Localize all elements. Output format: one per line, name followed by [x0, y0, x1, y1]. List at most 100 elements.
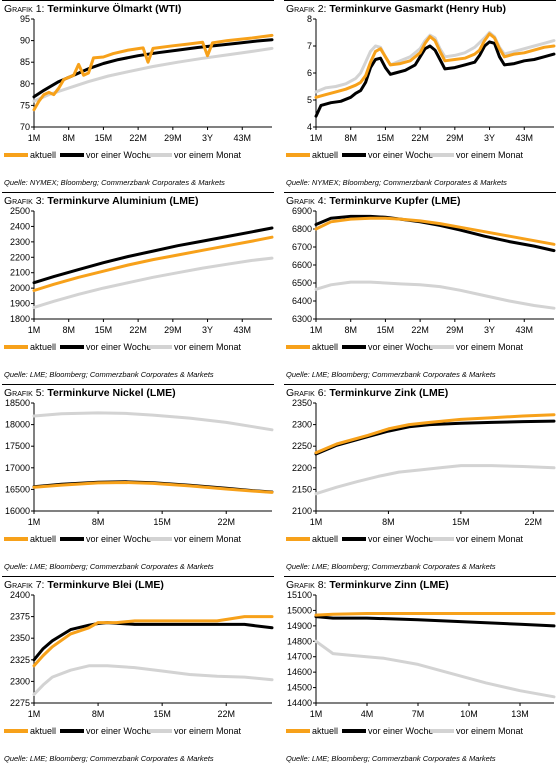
- x-tick-label: 1M: [28, 133, 41, 143]
- legend-label: vor einem Monat: [174, 342, 242, 352]
- panel-divider: [2, 0, 274, 1]
- chart-panel: Grafik 2: Terminkurve Gasmarkt (Henry Hu…: [284, 0, 556, 188]
- chart-panel: Grafik 6: Terminkurve Zink (LME) 2100 2150…: [284, 384, 556, 572]
- y-tick-label: 2200: [292, 463, 312, 473]
- x-tick-label: 43M: [233, 133, 251, 143]
- y-tick-label: 2200: [10, 252, 30, 262]
- y-tick-label: 2150: [292, 484, 312, 494]
- title-separator: :: [41, 3, 48, 15]
- chart-panel: Grafik 1: Terminkurve Ölmarkt (WTI) 70 75 8…: [2, 0, 274, 188]
- legend-label: aktuell: [30, 342, 56, 352]
- legend-label: vor einer Woche: [368, 534, 433, 544]
- legend-label: vor einem Monat: [456, 726, 524, 736]
- y-tick-label: 4: [307, 122, 312, 132]
- y-tick-label: 2300: [10, 676, 30, 686]
- chart-title: Grafik 1: Terminkurve Ölmarkt (WTI): [4, 3, 181, 15]
- legend-label: vor einem Monat: [174, 726, 242, 736]
- series-line-woche: [314, 419, 556, 456]
- y-tick-label: 8: [307, 15, 312, 24]
- panel-divider: [284, 384, 556, 385]
- legend-label: aktuell: [30, 534, 56, 544]
- y-tick-label: 15000: [287, 605, 312, 615]
- series-line-aktuell: [314, 32, 556, 99]
- series-line-aktuell: [32, 33, 274, 112]
- legend-label: vor einem Monat: [456, 534, 524, 544]
- y-tick-label: 16000: [5, 506, 30, 516]
- y-tick-label: 2350: [292, 399, 312, 408]
- x-tick-label: 8M: [344, 133, 357, 143]
- line-chart: 4 5 6 7 8 1M 8M 15M 22M 29M 3Y 43M aktuell vor einer …: [286, 15, 556, 160]
- y-tick-label: 6500: [292, 278, 312, 288]
- y-tick-label: 2325: [10, 655, 30, 665]
- y-tick-label: 2350: [10, 633, 30, 643]
- chart-number: Grafik 6: [286, 387, 324, 399]
- x-tick-label: 1M: [310, 517, 323, 527]
- y-tick-label: 14400: [287, 698, 312, 708]
- legend-label: vor einer Woche: [86, 342, 151, 352]
- y-tick-label: 2300: [10, 237, 30, 247]
- chart-panel: Grafik 4: Terminkurve Kupfer (LME) 6300 64…: [284, 192, 556, 380]
- legend-label: vor einer Woche: [368, 342, 433, 352]
- series-line-monat: [314, 464, 556, 496]
- x-tick-label: 10M: [460, 709, 478, 719]
- title-separator: :: [41, 579, 48, 591]
- panel-divider: [284, 192, 556, 193]
- x-tick-label: 8M: [92, 709, 105, 719]
- x-tick-label: 1M: [28, 325, 41, 335]
- series-line-woche: [32, 226, 274, 285]
- series-line-aktuell: [314, 612, 556, 617]
- legend-label: vor einem Monat: [456, 150, 524, 160]
- series-line-woche: [314, 40, 556, 118]
- y-tick-label: 18500: [5, 399, 30, 408]
- x-tick-label: 3Y: [202, 325, 213, 335]
- panel-divider: [2, 576, 274, 577]
- title-separator: :: [323, 3, 330, 15]
- line-chart: 14400 14500 14600 14700 14800 14900 15000 15100…: [286, 591, 556, 736]
- series-line-monat: [314, 280, 556, 310]
- x-tick-label: 1M: [310, 325, 323, 335]
- legend-label: vor einer Woche: [86, 150, 151, 160]
- x-tick-label: 22M: [217, 517, 235, 527]
- x-tick-label: 43M: [515, 133, 533, 143]
- panel-divider: [284, 576, 556, 577]
- series-line-aktuell: [32, 615, 274, 668]
- chart-source: Quelle: NYMEX; Bloomberg; Commerzbank Co…: [286, 178, 507, 187]
- y-tick-label: 2100: [292, 506, 312, 516]
- x-tick-label: 22M: [217, 709, 235, 719]
- series-line-monat: [314, 639, 556, 699]
- title-separator: :: [41, 195, 48, 207]
- y-tick-label: 14600: [287, 667, 312, 677]
- y-tick-label: 18000: [5, 420, 30, 430]
- y-tick-label: 90: [20, 36, 30, 46]
- chart-panel: Grafik 5: Terminkurve Nickel (LME) 16000 1…: [2, 384, 274, 572]
- panel-divider: [284, 0, 556, 1]
- x-tick-label: 22M: [525, 517, 543, 527]
- x-tick-label: 1M: [310, 133, 323, 143]
- legend-label: aktuell: [312, 726, 338, 736]
- y-tick-label: 6300: [292, 314, 312, 324]
- chart-number: Grafik 8: [286, 579, 324, 591]
- y-tick-label: 1900: [10, 299, 30, 309]
- chart-title: Grafik 5: Terminkurve Nickel (LME): [4, 387, 176, 399]
- x-tick-label: 3Y: [484, 325, 495, 335]
- x-tick-label: 15M: [95, 325, 113, 335]
- y-tick-label: 80: [20, 79, 30, 89]
- y-tick-label: 2100: [10, 268, 30, 278]
- chart-title: Grafik 4: Terminkurve Kupfer (LME): [286, 195, 460, 207]
- y-tick-label: 7: [307, 41, 312, 51]
- y-tick-label: 70: [20, 122, 30, 132]
- chart-name: Terminkurve Gasmarkt (Henry Hub): [329, 3, 506, 15]
- chart-title: Grafik 6: Terminkurve Zink (LME): [286, 387, 448, 399]
- legend-label: aktuell: [312, 534, 338, 544]
- x-tick-label: 15M: [95, 133, 113, 143]
- chart-number: Grafik 1: [4, 3, 42, 15]
- chart-number: Grafik 2: [286, 3, 324, 15]
- x-tick-label: 22M: [129, 133, 147, 143]
- x-tick-label: 22M: [411, 133, 429, 143]
- y-tick-label: 85: [20, 57, 30, 67]
- legend-label: vor einer Woche: [368, 726, 433, 736]
- legend-label: vor einer Woche: [86, 534, 151, 544]
- legend-label: vor einer Woche: [86, 726, 151, 736]
- y-tick-label: 2275: [10, 698, 30, 708]
- y-tick-label: 6800: [292, 224, 312, 234]
